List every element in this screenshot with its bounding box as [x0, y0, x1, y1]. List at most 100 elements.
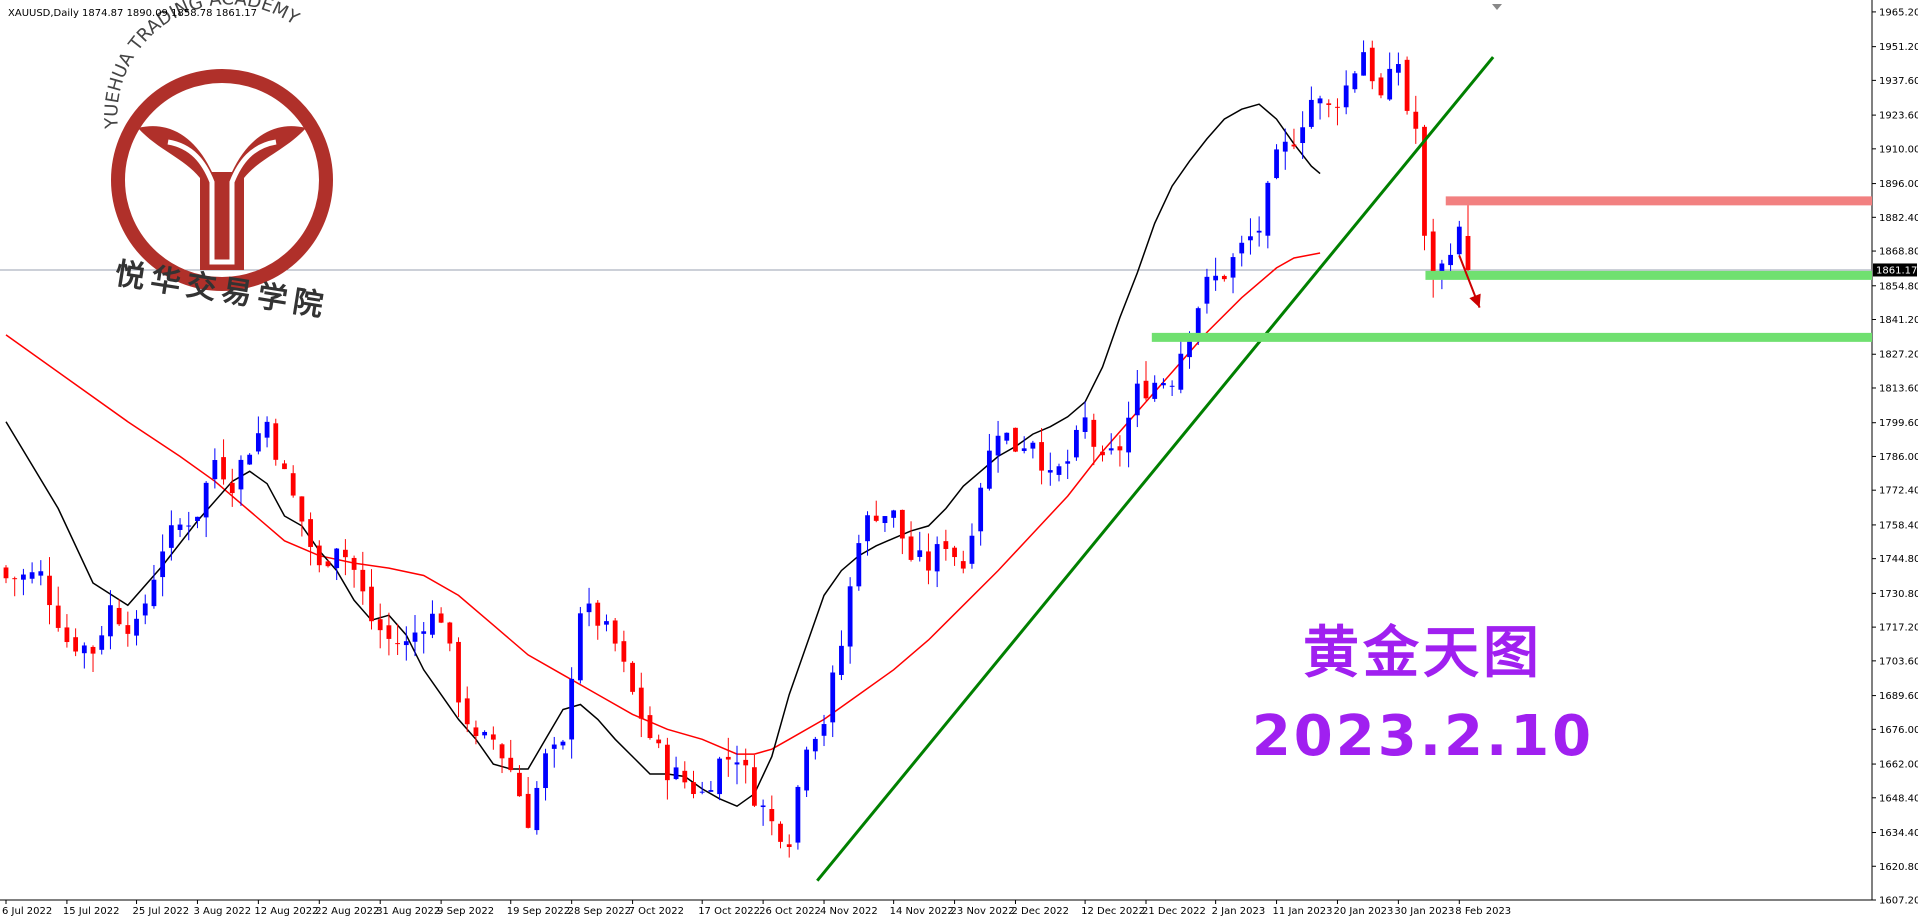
candle-body — [151, 579, 157, 607]
candle-body — [308, 519, 313, 547]
candle-body — [708, 790, 714, 792]
candle-body — [960, 561, 966, 569]
candle-body — [255, 433, 261, 452]
candle-body — [1317, 98, 1323, 104]
candle-body — [1091, 419, 1097, 447]
candle-body — [586, 603, 592, 613]
time-tick-label: 2 Dec 2022 — [1011, 906, 1069, 917]
time-tick-label: 6 Jul 2022 — [2, 906, 52, 917]
overlay-date: 2023.2.10 — [1252, 704, 1594, 769]
candle-body — [316, 545, 322, 566]
candle-body — [508, 757, 514, 771]
price-tick-label: 1758.40 — [1879, 520, 1918, 531]
candle-body — [282, 463, 287, 470]
candle-body — [899, 509, 905, 539]
price-tick-label: 1951.20 — [1879, 42, 1918, 53]
candle-body — [577, 613, 583, 681]
chart-header: XAUUSD,Daily 1874.87 1890.09 1858.78 186… — [8, 8, 257, 19]
candle-body — [3, 567, 9, 579]
candle-body — [1082, 417, 1088, 432]
time-tick-label: 21 Dec 2022 — [1142, 906, 1206, 917]
candle-body — [595, 602, 601, 626]
logo-horns-inner — [167, 139, 277, 265]
candle-body — [1282, 141, 1288, 152]
candle-body — [1274, 149, 1279, 179]
candle-body — [1126, 417, 1132, 453]
time-tick-label: 8 Feb 2023 — [1455, 906, 1511, 917]
price-tick-label: 1868.80 — [1879, 247, 1918, 258]
price-tick-label: 1648.40 — [1879, 793, 1918, 804]
candle-body — [717, 758, 722, 795]
candle-body — [125, 625, 131, 634]
candle-body — [377, 619, 383, 631]
candle-body — [812, 738, 818, 752]
chart-scroll-marker[interactable] — [1492, 4, 1502, 10]
candlesticks — [3, 40, 1471, 858]
candle-body — [1404, 59, 1410, 111]
candle-body — [160, 551, 166, 578]
time-tick-label: 31 Aug 2022 — [376, 906, 440, 917]
candle-body — [351, 557, 357, 570]
candle-body — [168, 525, 174, 548]
candle-body — [482, 731, 488, 736]
time-tick-label: 25 Jul 2022 — [133, 906, 190, 917]
candle-body — [734, 762, 740, 765]
candle-body — [1004, 432, 1010, 441]
candle-body — [891, 510, 897, 518]
time-tick-label: 12 Dec 2022 — [1081, 906, 1145, 917]
candle-body — [778, 823, 783, 842]
price-axis: 1965.20 1951.20 1937.60 1923.60 1910.00 1896.… — [1872, 7, 1918, 907]
price-tick-label: 1813.60 — [1879, 383, 1918, 394]
candle-body — [473, 727, 479, 737]
price-tick-label: 1676.00 — [1879, 725, 1918, 736]
candle-body — [1213, 275, 1219, 281]
candle-body — [986, 450, 992, 489]
candle-body — [395, 643, 401, 645]
candle-body — [1430, 231, 1436, 279]
time-tick-label: 14 Nov 2022 — [890, 906, 954, 917]
candle-body — [186, 525, 192, 527]
price-tick-label: 1854.80 — [1879, 281, 1918, 292]
price-tick-label: 1689.60 — [1879, 691, 1918, 702]
candle-body — [21, 574, 26, 580]
candle-body — [1047, 470, 1053, 473]
candle-body — [664, 744, 670, 781]
candle-body — [1256, 230, 1262, 233]
candle-body — [447, 622, 453, 644]
candle-body — [1204, 276, 1210, 304]
candle-body — [795, 786, 801, 843]
candle-body — [908, 536, 914, 560]
price-tick-label: 1634.40 — [1879, 828, 1918, 839]
price-tick-label: 1937.60 — [1879, 76, 1918, 87]
price-tick-label: 1896.00 — [1879, 179, 1918, 190]
candle-body — [1248, 236, 1253, 241]
candle-body — [682, 770, 688, 783]
candle-body — [647, 715, 653, 739]
down-arrow-head — [1469, 293, 1481, 308]
candle-body — [1308, 99, 1314, 127]
chart-frame — [0, 0, 1873, 901]
candle-body — [638, 687, 644, 719]
uptrend-line — [816, 56, 1495, 882]
candle-body — [1352, 73, 1358, 90]
candle-body — [1100, 451, 1105, 456]
candle-body — [64, 627, 70, 643]
candle-body — [839, 645, 844, 675]
candle-body — [38, 571, 44, 576]
candle-body — [325, 561, 331, 567]
candle-body — [1134, 383, 1140, 416]
candle-body — [386, 625, 392, 639]
overlay-title: 黄金天图 — [1303, 620, 1543, 686]
candle-body — [830, 672, 836, 723]
candle-body — [621, 641, 627, 662]
candle-body — [47, 575, 52, 606]
candle-body — [1448, 254, 1453, 266]
price-tick-label: 1772.40 — [1879, 486, 1918, 497]
candle-body — [203, 482, 209, 518]
price-tick-label: 1841.20 — [1879, 315, 1918, 326]
price-tick-label: 1882.40 — [1879, 213, 1918, 224]
candle-body — [1335, 106, 1340, 108]
candle-body — [943, 541, 949, 549]
candle-body — [29, 572, 35, 579]
